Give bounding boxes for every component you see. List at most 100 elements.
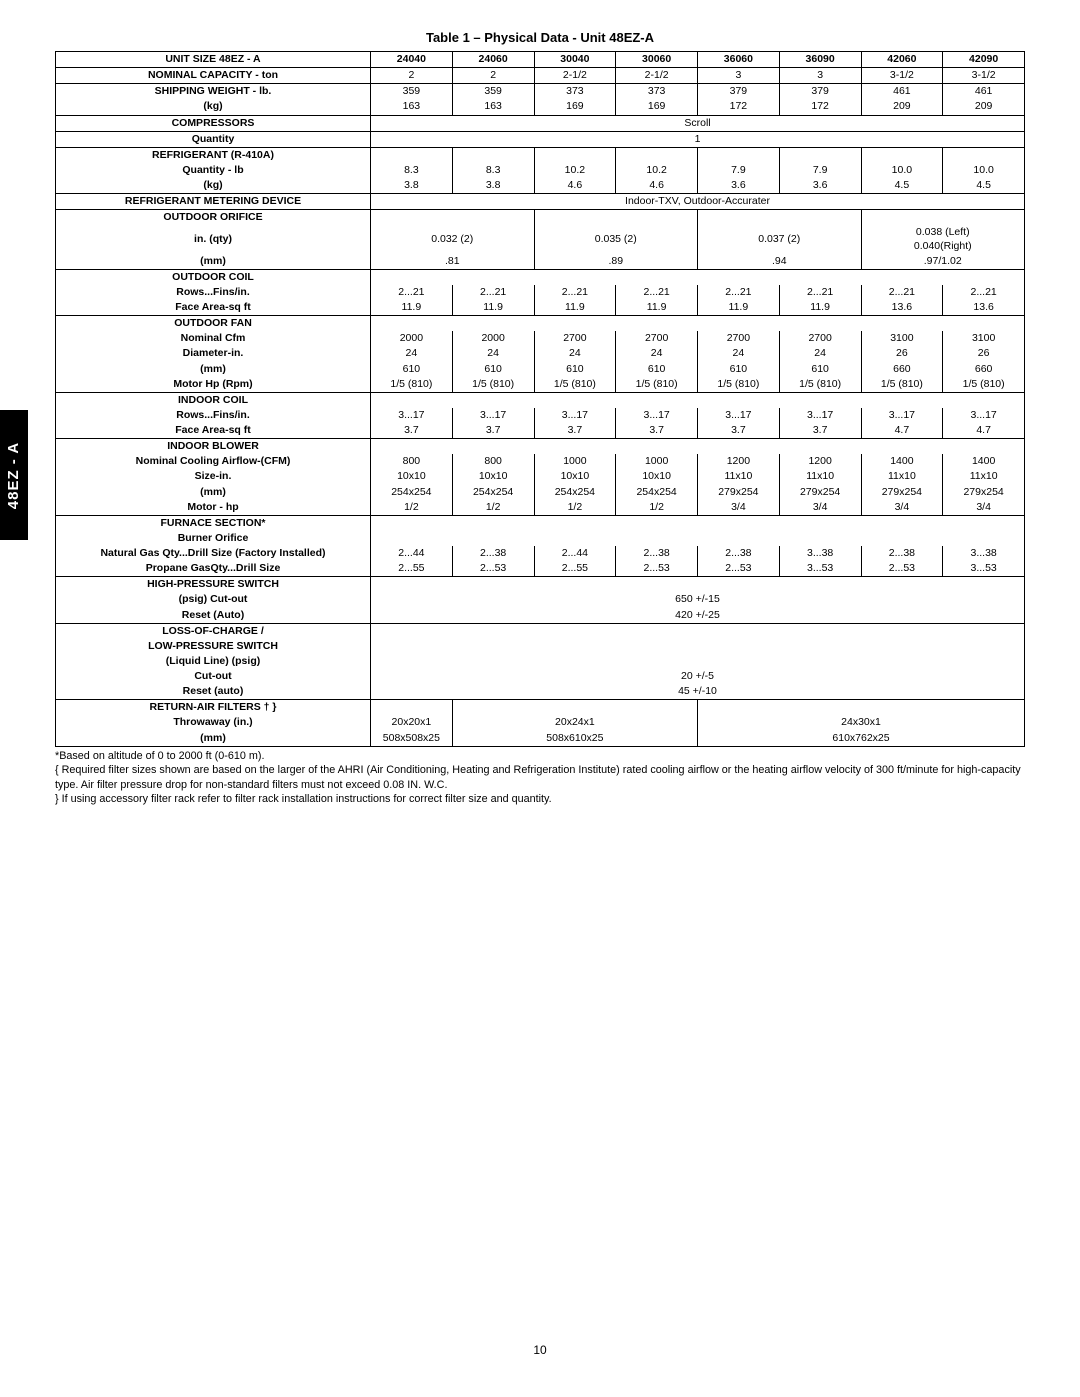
data-cell: 172 (698, 99, 780, 115)
data-cell: 508x508x25 (371, 731, 453, 747)
row-label: (mm) (56, 485, 371, 500)
table-row: Face Area-sq ft3.73.73.73.73.73.74.74.7 (56, 423, 1025, 439)
data-cell: 3...17 (943, 408, 1025, 423)
cell (943, 147, 1025, 163)
data-cell: 1/5 (810) (371, 377, 453, 393)
cell (698, 210, 862, 226)
data-cell: 610 (452, 362, 534, 377)
data-cell: 2...21 (698, 285, 780, 300)
data-cell: 2700 (534, 331, 616, 346)
data-cell: 610 (698, 362, 780, 377)
table-row: Natural Gas Qty...Drill Size (Factory In… (56, 546, 1025, 561)
empty-span (371, 392, 1025, 408)
row-label: REFRIGERANT METERING DEVICE (56, 194, 371, 210)
data-cell: 373 (534, 84, 616, 100)
table-row: Reset (auto)45 +/-10 (56, 684, 1025, 700)
data-cell: 1/5 (810) (534, 377, 616, 393)
data-cell: 2...21 (943, 285, 1025, 300)
data-cell: .94 (698, 254, 862, 270)
data-cell: 10x10 (534, 469, 616, 484)
data-cell: 0.037 (2) (698, 225, 862, 253)
cell (698, 700, 1025, 716)
table-title: Table 1 – Physical Data - Unit 48EZ-A (55, 30, 1025, 45)
cell (616, 147, 698, 163)
header-col: 42060 (861, 52, 943, 68)
section-header: OUTDOOR ORIFICE (56, 210, 371, 226)
data-cell: 4.7 (861, 423, 943, 439)
empty-span (371, 269, 1025, 285)
data-cell: 3...17 (371, 408, 453, 423)
table-row: INDOOR BLOWER (56, 439, 1025, 455)
section-header: (Liquid Line) (psig) (56, 654, 371, 669)
data-cell: 3.7 (779, 423, 861, 439)
data-cell: 11.9 (534, 300, 616, 316)
row-label: Natural Gas Qty...Drill Size (Factory In… (56, 546, 371, 561)
row-label: Face Area-sq ft (56, 423, 371, 439)
table-row: in. (qty)0.032 (2)0.035 (2)0.037 (2)0.03… (56, 225, 1025, 253)
data-cell: 1/5 (810) (861, 377, 943, 393)
empty-span (371, 639, 1025, 654)
data-cell: 169 (534, 99, 616, 115)
data-cell: 24 (371, 346, 453, 361)
data-cell: 0.038 (Left)0.040(Right) (861, 225, 1025, 253)
data-cell: 3...53 (943, 561, 1025, 577)
data-span: 1 (371, 131, 1025, 147)
data-cell: 800 (371, 454, 453, 469)
data-cell: 3 (779, 68, 861, 84)
data-cell: 11.9 (616, 300, 698, 316)
empty-span (371, 316, 1025, 332)
table-row: (mm)254x254254x254254x254254x254279x2542… (56, 485, 1025, 500)
data-cell: 1400 (943, 454, 1025, 469)
data-cell: 1400 (861, 454, 943, 469)
cell (452, 700, 697, 716)
data-cell: 1000 (616, 454, 698, 469)
table-row: RETURN-AIR FILTERS † } (56, 700, 1025, 716)
table-row: (mm).81.89.94.97/1.02 (56, 254, 1025, 270)
data-cell: 254x254 (616, 485, 698, 500)
data-cell: 4.5 (943, 178, 1025, 194)
row-label: NOMINAL CAPACITY - ton (56, 68, 371, 84)
cell (698, 147, 780, 163)
data-cell: 10.0 (861, 163, 943, 178)
header-col: 42090 (943, 52, 1025, 68)
data-cell: 800 (452, 454, 534, 469)
data-cell: 3100 (861, 331, 943, 346)
cell (371, 210, 535, 226)
data-span: 20 +/-5 (371, 669, 1025, 684)
data-cell: 10.2 (534, 163, 616, 178)
data-cell: 3.8 (371, 178, 453, 194)
data-cell: 2...53 (698, 561, 780, 577)
table-row: Size-in.10x1010x1010x1010x1011x1011x1011… (56, 469, 1025, 484)
data-cell: 2 (452, 68, 534, 84)
data-cell: 359 (371, 84, 453, 100)
data-cell: 3.8 (452, 178, 534, 194)
data-cell: 2...21 (452, 285, 534, 300)
data-cell: 209 (861, 99, 943, 115)
header-row: UNIT SIZE 48EZ - A2404024060300403006036… (56, 52, 1025, 68)
data-cell: 2...21 (616, 285, 698, 300)
section-header: LOW-PRESSURE SWITCH (56, 639, 371, 654)
table-row: (kg)163163169169172172209209 (56, 99, 1025, 115)
header-col: 30060 (616, 52, 698, 68)
row-label: Reset (auto) (56, 684, 371, 700)
data-cell: 2...44 (371, 546, 453, 561)
row-label: (mm) (56, 362, 371, 377)
data-cell: 209 (943, 99, 1025, 115)
data-cell: 11x10 (698, 469, 780, 484)
table-row: OUTDOOR FAN (56, 316, 1025, 332)
data-cell: 169 (616, 99, 698, 115)
data-cell: 1200 (698, 454, 780, 469)
cell (534, 147, 616, 163)
empty-span (371, 654, 1025, 669)
data-cell: 4.7 (943, 423, 1025, 439)
data-cell: 3.7 (698, 423, 780, 439)
data-cell: 660 (861, 362, 943, 377)
data-cell: 2-1/2 (616, 68, 698, 84)
data-cell: 279x254 (943, 485, 1025, 500)
data-span: 45 +/-10 (371, 684, 1025, 700)
data-cell: 2...21 (371, 285, 453, 300)
data-span: Scroll (371, 115, 1025, 131)
data-cell: 279x254 (698, 485, 780, 500)
section-header: INDOOR BLOWER (56, 439, 371, 455)
data-cell: 26 (861, 346, 943, 361)
